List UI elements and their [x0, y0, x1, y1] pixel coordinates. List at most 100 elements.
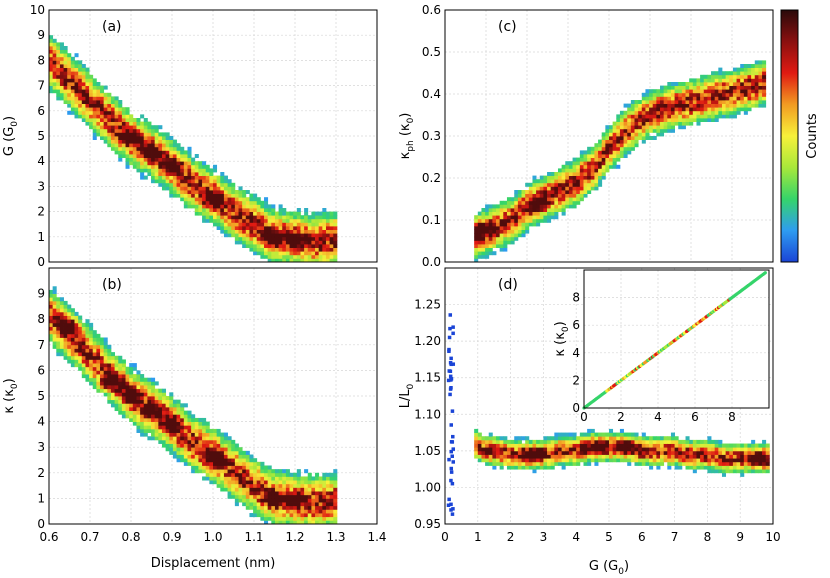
heatmap-cell — [311, 215, 316, 220]
heatmap-cell — [187, 417, 192, 422]
heatmap-cell — [736, 103, 741, 108]
heatmap-cell — [154, 175, 159, 180]
heatmap-cell — [711, 85, 716, 90]
x-tick-label: 6 — [638, 530, 646, 544]
heatmap-cell — [579, 436, 584, 441]
heatmap-cell — [311, 509, 316, 514]
heatmap-cell — [638, 118, 643, 122]
heatmap-cell — [740, 67, 745, 72]
heatmap-cell — [242, 236, 247, 241]
heatmap-cell — [293, 494, 298, 499]
heatmap-cell — [121, 118, 126, 122]
heatmap-cell — [477, 454, 482, 459]
heatmap-cell — [645, 458, 650, 463]
heatmap-cell — [169, 428, 174, 433]
heatmap-cell — [89, 348, 94, 353]
heatmap-cell — [264, 483, 269, 488]
heatmap-cell — [605, 146, 610, 151]
heatmap-cell — [231, 200, 236, 205]
heatmap-cell — [322, 480, 327, 485]
heatmap-cell — [183, 190, 188, 194]
heatmap-cell — [81, 352, 86, 357]
heatmap-cell — [641, 92, 646, 97]
heatmap-cell — [318, 226, 323, 230]
heatmap-cell — [532, 450, 537, 455]
heatmap-cell — [103, 107, 108, 112]
heatmap-cell — [605, 432, 610, 437]
heatmap-cell — [307, 502, 312, 507]
heatmap-cell — [703, 78, 708, 83]
heatmap-cell — [521, 222, 526, 227]
heatmap-cell — [492, 229, 497, 234]
heatmap-cell — [605, 164, 610, 169]
heatmap-cell — [121, 370, 126, 375]
heatmap-cell — [125, 121, 130, 126]
heatmap-cell — [147, 381, 152, 386]
heatmap-cell — [154, 396, 159, 401]
panel-label: (c) — [498, 19, 517, 35]
heatmap-cell — [220, 186, 225, 191]
heatmap-cell — [121, 132, 126, 137]
heatmap-cell — [209, 168, 214, 173]
heatmap-cell — [304, 233, 309, 238]
heatmap-cell — [667, 458, 672, 463]
heatmap-cell — [747, 74, 752, 79]
heatmap-cell — [209, 447, 214, 452]
heatmap-cell — [85, 110, 90, 115]
heatmap-cell — [242, 498, 247, 503]
heatmap-cell — [645, 436, 650, 441]
heatmap-cell — [609, 139, 614, 144]
heatmap-cell — [52, 46, 57, 50]
heatmap-cell — [634, 454, 639, 459]
heatmap-cell — [322, 222, 327, 227]
heatmap-cell — [517, 204, 522, 209]
heatmap-cell — [118, 366, 123, 371]
heatmap-cell — [92, 341, 97, 346]
heatmap-cell — [333, 509, 338, 514]
heatmap-cell — [191, 428, 196, 433]
heatmap-cell — [172, 146, 177, 151]
heatmap-cell — [645, 118, 650, 122]
heatmap-cell — [477, 215, 482, 220]
heatmap-cell — [103, 103, 108, 108]
heatmap-cell — [329, 233, 334, 238]
heatmap-cell — [543, 175, 548, 180]
heatmap-cell — [685, 107, 690, 112]
heatmap-cell — [711, 96, 716, 101]
heatmap-cell — [492, 240, 497, 245]
heatmap-cell — [74, 82, 79, 86]
heatmap-cell — [81, 337, 86, 342]
heatmap-cell — [587, 168, 592, 173]
heatmap-cell — [278, 251, 283, 256]
heatmap-cell — [663, 125, 668, 130]
heatmap-cell — [129, 118, 134, 122]
heatmap-cell — [732, 458, 737, 463]
heatmap-cell — [121, 146, 126, 151]
heatmap-cell — [539, 200, 544, 205]
heatmap-cell — [49, 60, 54, 65]
heatmap-cell — [641, 107, 646, 112]
heatmap-cell — [92, 125, 97, 130]
heatmap-cell — [169, 447, 174, 452]
heatmap-cell — [652, 450, 657, 455]
heatmap-cell — [477, 432, 482, 437]
heatmap-cell — [194, 428, 199, 433]
heatmap-cell — [514, 200, 519, 205]
heatmap-cell — [758, 78, 763, 83]
heatmap-cell — [296, 494, 301, 499]
heatmap-cell — [285, 222, 290, 227]
heatmap-cell — [154, 403, 159, 408]
heatmap-cell — [85, 352, 90, 357]
heatmap-cell — [751, 447, 756, 452]
heatmap-cell — [92, 136, 97, 140]
heatmap-cell — [601, 168, 606, 173]
heatmap-cell — [583, 461, 588, 466]
heatmap-cell — [118, 128, 123, 133]
heatmap-cell — [158, 139, 163, 144]
heatmap-cell — [649, 128, 654, 133]
heatmap-cell — [590, 458, 595, 463]
heatmap-cell — [751, 67, 756, 72]
heatmap-cell — [605, 161, 610, 166]
heatmap-cell — [249, 193, 254, 198]
heatmap-cell — [325, 513, 331, 518]
